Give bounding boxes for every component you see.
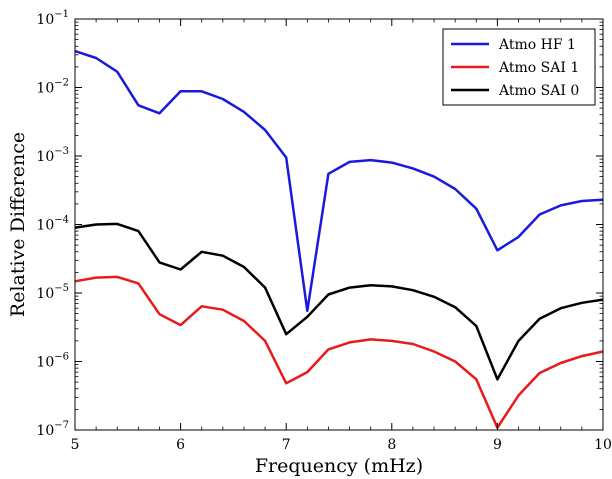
x-tick-label-1: 6 <box>176 437 185 453</box>
y-tick-label-4: 10−3 <box>36 146 69 165</box>
series-line-1 <box>74 275 604 429</box>
y-tick-label-5: 10−2 <box>36 78 69 97</box>
legend-label-2: Atmo SAI 0 <box>498 83 579 99</box>
x-tick-label-4: 9 <box>493 437 502 453</box>
y-tick-label-3: 10−4 <box>36 215 69 234</box>
ticks-layer: 5 6 7 8 9 10 10−7 10−6 10−5 10−4 10−3 10−2 10−1 <box>36 9 611 453</box>
y-axis-label: Relative Difference <box>7 132 29 317</box>
legend-label-1: Atmo SAI 1 <box>498 60 579 76</box>
series-layer <box>74 49 604 429</box>
y-tick-label-1: 10−6 <box>36 352 69 371</box>
legend-label-0: Atmo HF 1 <box>498 37 576 53</box>
x-tick-label-5: 10 <box>594 437 612 453</box>
series-line-2 <box>74 222 604 381</box>
x-tick-label-2: 7 <box>282 437 291 453</box>
x-axis-label: Frequency (mHz) <box>255 455 423 477</box>
y-tick-label-6: 10−1 <box>36 9 69 28</box>
series-line-0 <box>74 49 604 313</box>
legend: Atmo HF 1 Atmo SAI 1 Atmo SAI 0 <box>442 28 596 106</box>
x-tick-label-0: 5 <box>71 437 80 453</box>
x-tick-label-3: 8 <box>387 437 396 453</box>
y-tick-label-2: 10−5 <box>36 283 69 302</box>
y-tick-label-0: 10−7 <box>36 420 69 439</box>
